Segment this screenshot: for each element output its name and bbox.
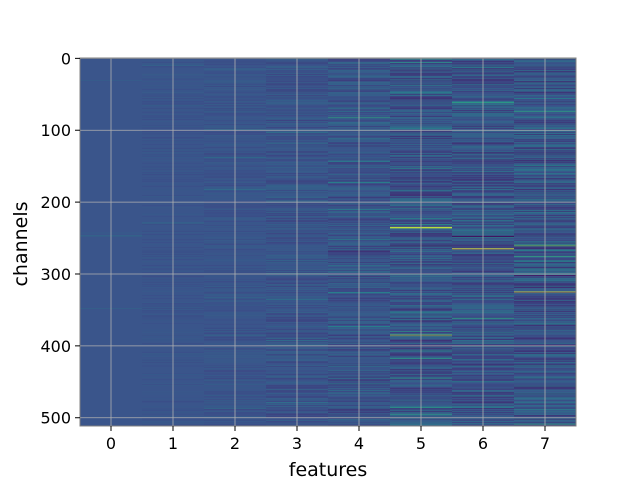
x-tick-label: 2 [230, 434, 240, 453]
plot-frame [79, 57, 577, 427]
y-axis-ticks: 0 100 200 300 400 500 [40, 49, 80, 428]
heatmap-cells [80, 58, 576, 427]
y-axis-label: channels [10, 201, 32, 286]
x-tick-label: 0 [106, 434, 116, 453]
y-tick-label: 300 [40, 265, 71, 284]
x-tick-label: 6 [478, 434, 488, 453]
x-tick-label: 3 [292, 434, 302, 453]
y-tick-label: 400 [40, 337, 71, 356]
x-tick-label: 1 [168, 434, 178, 453]
x-axis-ticks: 0 1 2 3 4 5 6 7 [106, 426, 550, 453]
y-tick-label: 100 [40, 121, 71, 140]
x-tick-label: 4 [354, 434, 364, 453]
x-tick-label: 7 [540, 434, 550, 453]
x-axis-label: features [289, 459, 368, 480]
y-tick-label: 500 [40, 409, 71, 428]
y-tick-label: 0 [61, 49, 71, 68]
y-tick-label: 200 [40, 193, 71, 212]
x-tick-label: 5 [416, 434, 426, 453]
